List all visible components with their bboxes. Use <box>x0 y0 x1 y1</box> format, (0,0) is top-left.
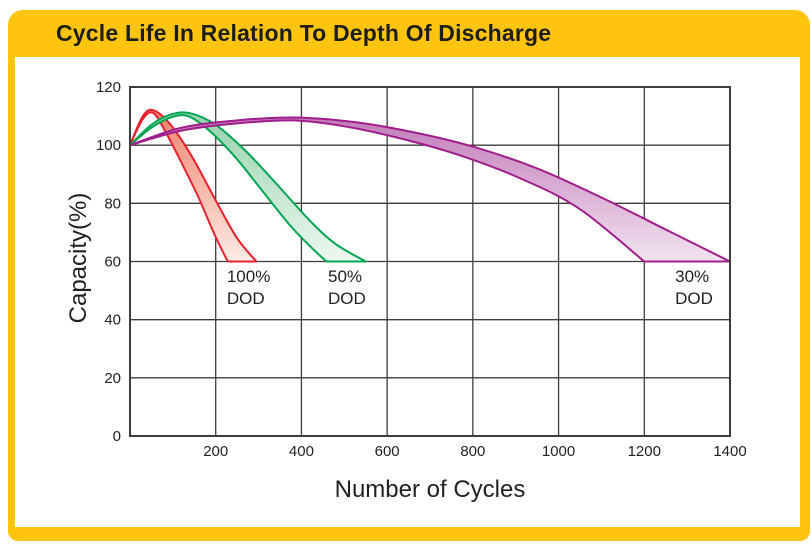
chart-title-bar: Cycle Life In Relation To Depth Of Disch… <box>8 10 810 57</box>
datasheet-card: Cycle Life In Relation To Depth Of Disch… <box>8 10 810 541</box>
chart-title: Cycle Life In Relation To Depth Of Disch… <box>56 20 552 46</box>
y-axis-title: Capacity(%) <box>65 192 92 324</box>
chart-panel <box>15 57 800 527</box>
x-axis-title: Number of Cycles <box>334 476 526 503</box>
